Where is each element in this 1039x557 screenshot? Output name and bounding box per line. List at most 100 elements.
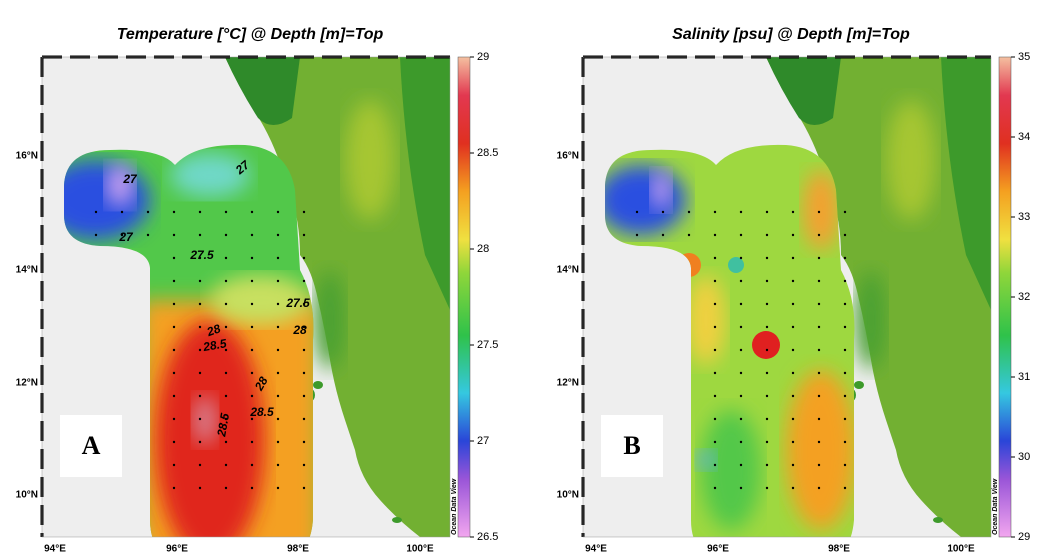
station [714, 372, 716, 374]
station [251, 257, 253, 259]
station [844, 418, 846, 420]
station [303, 418, 305, 420]
station [173, 257, 175, 259]
station [277, 303, 279, 305]
station [714, 234, 716, 236]
page: {"panels": [ {"title": "Temperature [°C]… [0, 0, 1039, 557]
station [251, 395, 253, 397]
station [688, 211, 690, 213]
contour-label: 27.5 [189, 248, 214, 262]
station [766, 464, 768, 466]
station [766, 280, 768, 282]
station [714, 464, 716, 466]
station [199, 211, 201, 213]
colorbar-tick-label: 30 [1018, 451, 1030, 463]
contour-label: 28.5 [249, 405, 274, 419]
station [844, 280, 846, 282]
station [199, 280, 201, 282]
contour-label: 27 [122, 172, 138, 186]
station [792, 280, 794, 282]
station [714, 326, 716, 328]
watermark: Ocean Data View [451, 478, 458, 535]
station [844, 326, 846, 328]
station [792, 349, 794, 351]
station [303, 349, 305, 351]
station [740, 326, 742, 328]
station [714, 487, 716, 489]
station [199, 372, 201, 374]
station [844, 349, 846, 351]
station [714, 257, 716, 259]
station [636, 211, 638, 213]
station [277, 349, 279, 351]
station [277, 372, 279, 374]
station [95, 211, 97, 213]
station [792, 372, 794, 374]
station [303, 211, 305, 213]
colorbar-tick-label: 35 [1018, 51, 1030, 63]
station [818, 326, 820, 328]
station [225, 395, 227, 397]
contour-label: 27.5 [285, 296, 310, 310]
station [225, 441, 227, 443]
station [714, 441, 716, 443]
x-tick-label: 100°E [947, 544, 975, 555]
y-tick-label: 10°N [16, 490, 38, 501]
station [225, 487, 227, 489]
y-tick-label: 12°N [557, 378, 579, 389]
station [173, 441, 175, 443]
station [251, 280, 253, 282]
station [740, 395, 742, 397]
station [792, 257, 794, 259]
station [818, 349, 820, 351]
station [277, 418, 279, 420]
station [766, 234, 768, 236]
station [662, 211, 664, 213]
station [740, 372, 742, 374]
station [251, 303, 253, 305]
station [844, 257, 846, 259]
station [199, 303, 201, 305]
station [251, 372, 253, 374]
station [818, 234, 820, 236]
colorbar-tick-label: 31 [1018, 371, 1030, 383]
station [844, 395, 846, 397]
y-tick-label: 14°N [557, 265, 579, 276]
panel-label: A [82, 431, 101, 460]
colorbar-tick-label: 28.5 [477, 147, 498, 159]
station [303, 234, 305, 236]
station [303, 280, 305, 282]
station [225, 211, 227, 213]
y-tick-label: 16°N [16, 151, 38, 162]
station [740, 303, 742, 305]
station [251, 349, 253, 351]
station [303, 257, 305, 259]
station [714, 418, 716, 420]
panel-title: Salinity [psu] @ Depth [m]=Top [672, 26, 910, 43]
station [818, 372, 820, 374]
station [740, 441, 742, 443]
panel-label: B [623, 431, 640, 460]
station [818, 464, 820, 466]
station [173, 303, 175, 305]
station [818, 487, 820, 489]
colorbar-tick-label: 27.5 [477, 339, 498, 351]
station [173, 349, 175, 351]
station [766, 349, 768, 351]
map [583, 57, 991, 557]
x-tick-label: 94°E [585, 544, 607, 555]
station [766, 257, 768, 259]
contour-label: 28 [292, 323, 307, 337]
station [792, 234, 794, 236]
station [740, 464, 742, 466]
station [277, 234, 279, 236]
station [251, 234, 253, 236]
station [277, 464, 279, 466]
station [792, 395, 794, 397]
station [740, 211, 742, 213]
station [121, 211, 123, 213]
station [792, 441, 794, 443]
station [766, 372, 768, 374]
station [173, 395, 175, 397]
